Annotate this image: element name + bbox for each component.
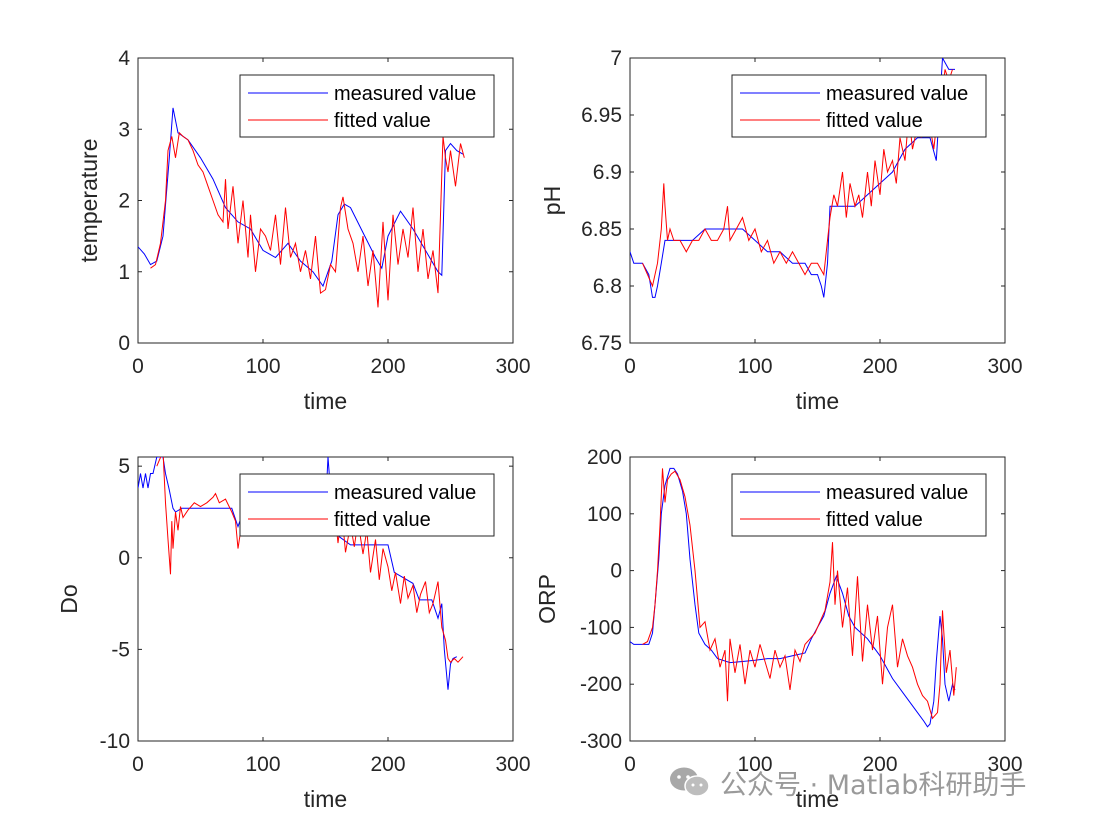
x-tick-label: 200: [862, 753, 897, 776]
y-tick-label: 6.75: [581, 332, 622, 355]
legend: measured value fitted value: [239, 74, 495, 138]
fitted-value-line: [642, 468, 957, 720]
y-tick-label: -100: [580, 616, 622, 639]
subplot-orp: 0 100 200 300 -300 -200 -100 0 100 200 time ORP meas…: [534, 446, 1023, 812]
y-tick-label: 5: [118, 455, 130, 478]
y-tick-label: -200: [580, 673, 622, 696]
legend-label: fitted value: [826, 110, 923, 132]
fitted-value-line: [150, 131, 465, 308]
x-tick-label: 300: [495, 355, 530, 378]
x-axis-label: time: [796, 388, 839, 414]
y-axis-label: ORP: [534, 574, 560, 624]
x-axis-label: time: [796, 786, 839, 812]
x-axis-label: time: [304, 786, 347, 812]
y-tick-label: -10: [100, 730, 130, 753]
y-axis-label: temperature: [76, 138, 102, 262]
legend-label: measured value: [826, 482, 968, 504]
x-tick-label: 300: [495, 753, 530, 776]
series-group: [138, 107, 465, 308]
x-tick-label: 300: [987, 753, 1022, 776]
x-tick-label: 200: [370, 355, 405, 378]
y-tick-label: 0: [118, 547, 130, 570]
y-tick-label: -300: [580, 730, 622, 753]
legend-box: [731, 74, 987, 138]
y-tick-label: 0: [118, 332, 130, 355]
y-tick-label: 2: [118, 190, 130, 213]
watermark: 公众号 · Matlab科研助手: [668, 765, 1027, 801]
y-tick-label: 6.95: [581, 104, 622, 127]
x-tick-label: 100: [245, 355, 280, 378]
legend-box: [239, 74, 495, 138]
wechat-icon: [670, 767, 710, 797]
series-group: [630, 467, 957, 728]
legend: measured value fitted value: [731, 473, 987, 537]
y-axis-label: Do: [56, 584, 82, 613]
legend: measured value fitted value: [731, 74, 987, 138]
subplot-do: 0 100 200 300 -10 -5 0 5 time Do measured value fit…: [56, 455, 531, 812]
x-tick-label: 0: [132, 355, 144, 378]
legend-label: fitted value: [334, 110, 431, 132]
x-axis-label: time: [304, 388, 347, 414]
x-tick-label: 100: [737, 355, 772, 378]
y-tick-label: 1: [118, 261, 130, 284]
legend-box: [731, 473, 987, 537]
legend-label: measured value: [334, 83, 476, 105]
y-tick-label: 6.85: [581, 218, 622, 241]
y-tick-label: 100: [587, 503, 622, 526]
y-tick-label: 6.9: [593, 161, 622, 184]
series-group: [630, 58, 955, 298]
legend-label: fitted value: [334, 509, 431, 531]
subplot-ph: 0 100 200 300 6.75 6.8 6.85 6.9 6.95 7 time pH measu…: [539, 47, 1023, 414]
legend: measured value fitted value: [239, 473, 495, 537]
legend-label: measured value: [334, 482, 476, 504]
measured-value-line: [630, 467, 956, 728]
legend-label: measured value: [826, 83, 968, 105]
x-tick-label: 100: [245, 753, 280, 776]
subplot-temperature: 0 100 200 300 0 1 2 3 4 time temperature measured v…: [76, 47, 531, 414]
y-tick-label: 0: [610, 560, 622, 583]
measured-value-line: [630, 58, 955, 298]
watermark-text: 公众号 · Matlab科研助手: [720, 769, 1027, 801]
fitted-value-line: [642, 69, 953, 288]
legend-box: [239, 473, 495, 537]
legend-label: fitted value: [826, 509, 923, 531]
y-tick-label: 200: [587, 446, 622, 469]
y-tick-label: 3: [118, 118, 130, 141]
x-tick-label: 0: [132, 753, 144, 776]
x-tick-label: 200: [370, 753, 405, 776]
y-tick-label: 7: [610, 47, 622, 70]
x-tick-label: 0: [624, 355, 636, 378]
x-tick-label: 100: [737, 753, 772, 776]
x-tick-label: 200: [862, 355, 897, 378]
x-tick-label: 0: [624, 753, 636, 776]
y-tick-label: 4: [118, 47, 130, 70]
x-tick-label: 300: [987, 355, 1022, 378]
y-axis-label: pH: [539, 186, 565, 215]
y-tick-label: -5: [111, 638, 130, 661]
y-tick-label: 6.8: [593, 275, 622, 298]
